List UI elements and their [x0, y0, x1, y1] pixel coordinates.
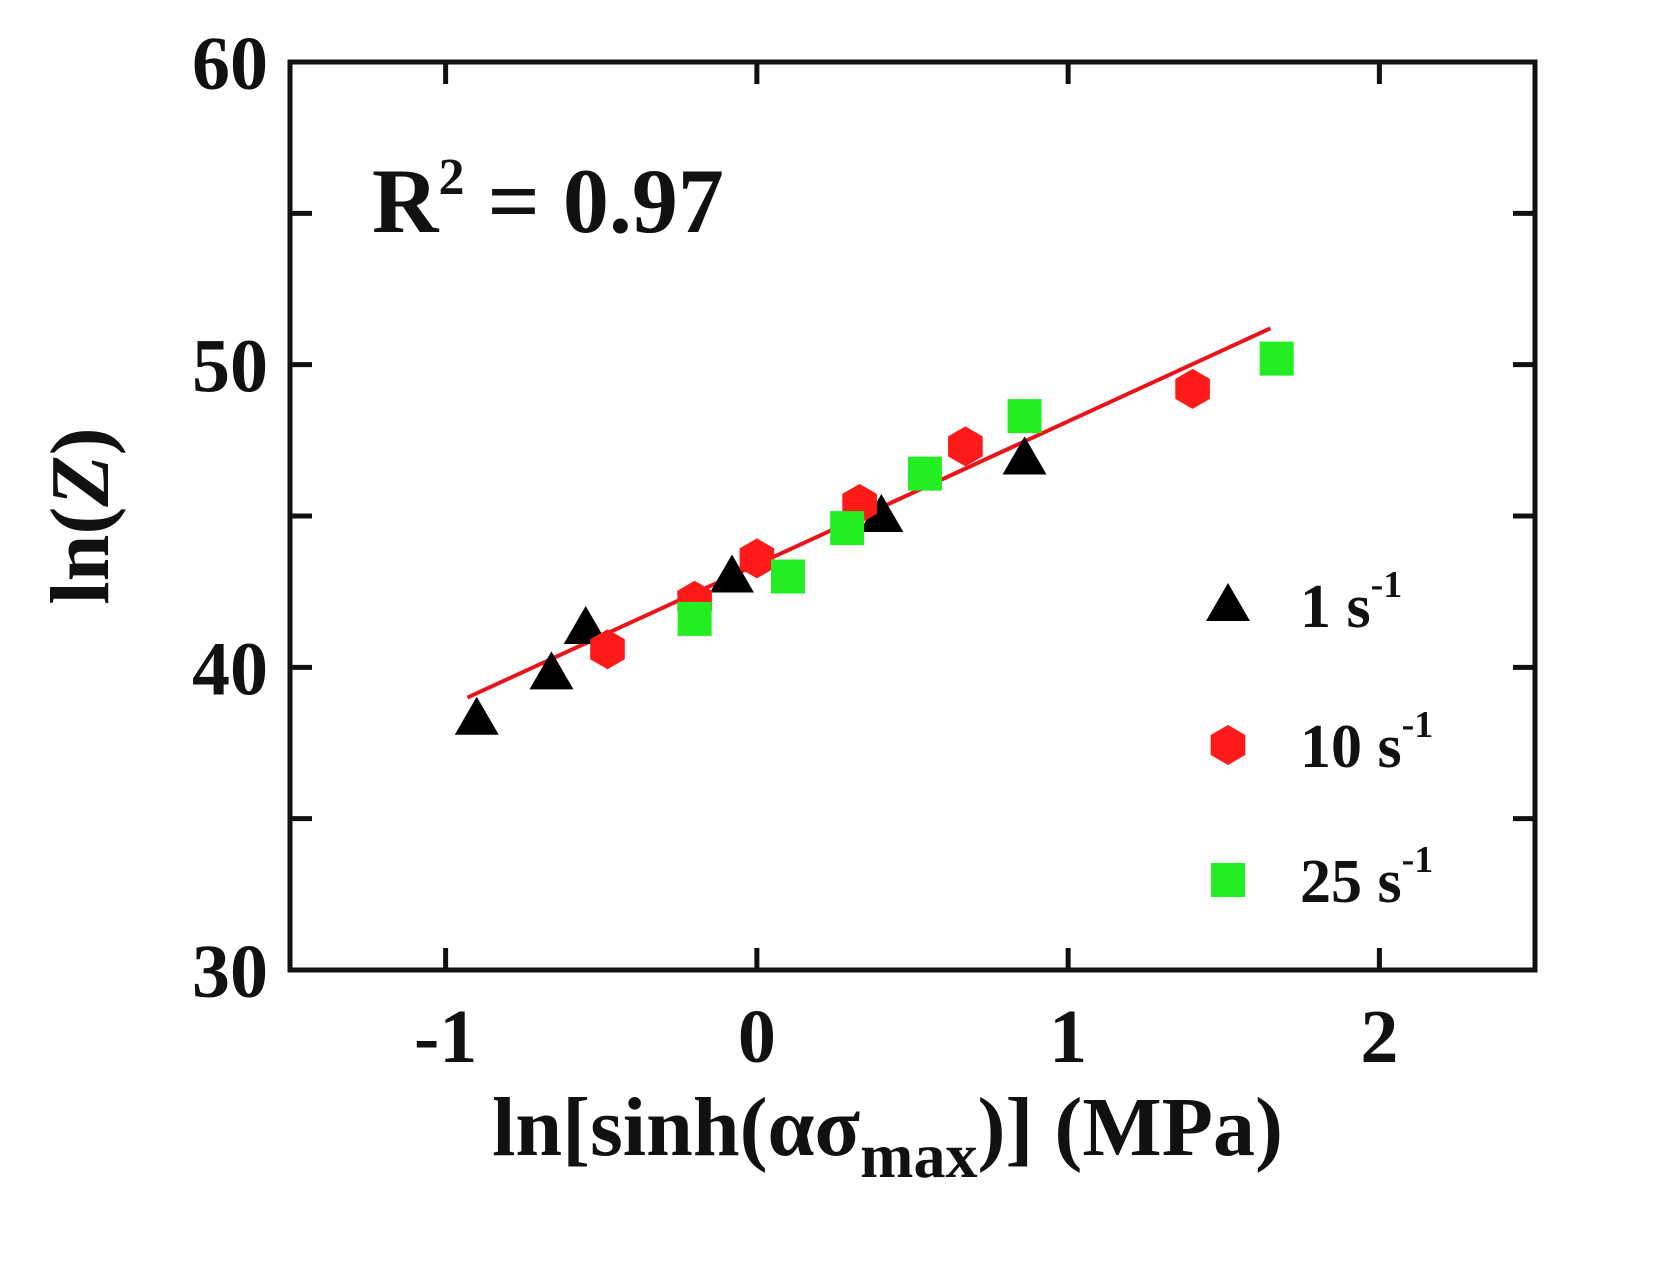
y-axis-title: ln(Z) — [34, 427, 127, 604]
data-point — [563, 605, 608, 644]
data-point — [677, 601, 712, 636]
legend-marker — [1206, 583, 1250, 621]
legend-marker — [1211, 863, 1245, 897]
data-points — [454, 341, 1294, 735]
x-tick-label: 1 — [1049, 995, 1087, 1079]
legend: 1 s-110 s-125 s-1 — [1206, 564, 1433, 916]
legend-item: 1 s-1 — [1206, 564, 1402, 641]
y-axis-title-suffix: ) — [34, 427, 127, 455]
x-tick-label: 0 — [738, 995, 776, 1079]
x-axis: -1 0 1 2 — [414, 62, 1398, 1079]
legend-label-sup: -1 — [1402, 704, 1434, 746]
data-point — [830, 511, 865, 546]
data-point — [709, 554, 754, 593]
y-tick-label: 30 — [192, 930, 268, 1014]
legend-item: 10 s-1 — [1210, 704, 1433, 781]
x-axis-title: ln[sinh(ασmax)] (MPa) — [492, 1081, 1283, 1191]
annotation-value: = 0.97 — [464, 150, 723, 252]
series-0 — [454, 436, 1047, 735]
r-squared-annotation: R2 = 0.97 — [372, 149, 724, 252]
data-point — [590, 629, 625, 670]
legend-label-sup: -1 — [1371, 564, 1403, 606]
legend-label-main: 1 s — [1300, 573, 1371, 641]
data-point — [907, 456, 942, 491]
y-tick-label: 50 — [192, 325, 268, 409]
x-tick-label: 2 — [1360, 995, 1398, 1079]
legend-item: 25 s-1 — [1211, 839, 1433, 916]
x-tick-label: -1 — [414, 995, 477, 1079]
legend-label-main: 10 s — [1300, 713, 1402, 781]
data-point — [454, 696, 499, 735]
x-axis-title-subscript: max — [860, 1120, 977, 1191]
data-point — [948, 426, 983, 467]
data-point — [859, 494, 904, 532]
data-point — [739, 538, 775, 579]
legend-label-sup: -1 — [1402, 839, 1434, 881]
y-axis-title-prefix: ln( — [34, 507, 127, 605]
legend-label: 10 s-1 — [1300, 704, 1433, 781]
data-point — [1175, 368, 1210, 409]
legend-label: 25 s-1 — [1300, 839, 1433, 916]
annotation-base: R — [372, 150, 440, 252]
y-tick-label: 60 — [192, 22, 268, 106]
annotation-superscript: 2 — [438, 149, 464, 206]
data-point — [771, 559, 805, 594]
y-axis-title-italic: Z — [34, 455, 127, 507]
y-tick-label: 40 — [192, 627, 268, 711]
data-point — [529, 651, 574, 690]
legend-label: 1 s-1 — [1300, 564, 1402, 641]
data-point — [1259, 341, 1294, 376]
legend-label-main: 25 s — [1300, 848, 1402, 916]
x-axis-title-prefix: ln[sinh(ασ — [492, 1081, 860, 1174]
legend-marker — [1210, 725, 1246, 765]
data-point — [1007, 399, 1042, 434]
data-point — [1002, 436, 1047, 475]
x-axis-title-suffix: )] (MPa) — [977, 1081, 1282, 1174]
series-2 — [677, 341, 1294, 636]
y-axis: 30 40 50 60 — [192, 22, 1535, 1014]
